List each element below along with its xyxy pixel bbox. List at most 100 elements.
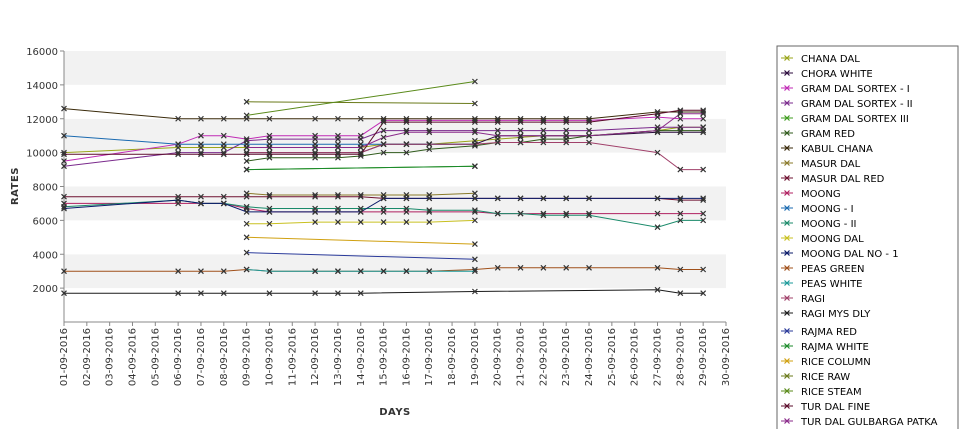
- data-point: [517, 139, 524, 146]
- legend-item: RAGI: [781, 294, 825, 305]
- legend-item: MASUR DAL: [781, 159, 861, 170]
- legend-label: CHORA WHITE: [801, 69, 873, 80]
- data-point: [175, 197, 182, 203]
- data-point: [471, 288, 478, 295]
- data-point: [471, 190, 478, 197]
- data-point: [700, 195, 707, 202]
- series-moong-dal-no-1: [61, 195, 707, 215]
- data-point: [312, 208, 319, 215]
- x-tick-label: 16-09-2016: [401, 328, 412, 386]
- legend-marker: [784, 403, 790, 409]
- grid-band: [64, 288, 726, 322]
- series-rajma-white: [243, 163, 478, 173]
- data-point: [175, 151, 182, 158]
- legend-item: PEAS WHITE: [781, 279, 863, 290]
- data-point: [266, 220, 273, 227]
- data-point: [357, 219, 364, 225]
- grid-band: [64, 220, 726, 255]
- legend-marker: [784, 85, 790, 91]
- data-point: [517, 264, 524, 271]
- data-point: [61, 151, 67, 158]
- legend-label: TUR DAL FINE: [800, 402, 870, 413]
- data-point: [357, 115, 364, 122]
- data-point: [357, 144, 364, 151]
- data-point: [243, 144, 250, 151]
- data-point: [198, 115, 204, 122]
- legend-marker: [784, 190, 790, 196]
- data-point: [677, 266, 684, 273]
- data-point: [266, 151, 273, 158]
- x-tick-label: 27-09-2016: [653, 328, 664, 386]
- data-point: [266, 290, 273, 297]
- legend-item: GRAM DAL SORTEX III: [781, 114, 909, 125]
- grid-band: [64, 51, 726, 85]
- x-tick-label: 23-09-2016: [561, 328, 572, 386]
- y-tick-label: 6000: [33, 216, 58, 227]
- data-point: [380, 119, 387, 126]
- x-tick-label: 14-09-2016: [356, 328, 367, 386]
- data-point: [220, 268, 227, 275]
- data-point: [654, 127, 661, 134]
- legend-marker: [784, 145, 790, 151]
- legend-label: GRAM RED: [801, 129, 855, 140]
- y-tick-label: 4000: [33, 250, 58, 261]
- legend-marker: [784, 295, 790, 301]
- legend-item: GRAM RED: [781, 129, 855, 140]
- data-point: [677, 115, 684, 122]
- legend-label: RICE STEAM: [801, 387, 862, 398]
- data-point: [357, 151, 364, 158]
- data-point: [700, 127, 707, 134]
- legend-marker: [784, 205, 790, 211]
- data-point: [312, 136, 319, 142]
- data-point: [654, 149, 661, 156]
- data-point: [494, 119, 501, 126]
- x-tick-label: 05-09-2016: [150, 328, 161, 386]
- data-point: [403, 129, 410, 136]
- x-tick-label: 20-09-2016: [493, 328, 504, 386]
- series-line: [246, 81, 475, 116]
- legend-label: RAJMA WHITE: [801, 342, 869, 353]
- data-point: [403, 205, 410, 212]
- data-point: [540, 139, 547, 146]
- legend-marker: [784, 220, 790, 226]
- legend-item: RAGI MYS DLY: [781, 309, 871, 320]
- legend-label: RICE RAW: [801, 372, 850, 383]
- y-axis-title: RATES: [10, 167, 21, 205]
- series-moong-dal: [243, 217, 478, 227]
- data-point: [198, 193, 204, 200]
- series-moong-ii: [61, 197, 707, 231]
- legend-label: MOONG DAL: [801, 234, 864, 245]
- data-point: [220, 115, 227, 122]
- data-point: [471, 78, 478, 85]
- data-point: [586, 119, 592, 126]
- data-point: [563, 195, 570, 202]
- legend-item: MOONG: [781, 189, 841, 200]
- data-point: [471, 163, 478, 170]
- data-point: [61, 132, 67, 139]
- legend-marker: [784, 175, 790, 181]
- legend-label: RAGI: [801, 294, 825, 305]
- data-point: [312, 115, 319, 122]
- data-point: [426, 129, 433, 136]
- data-point: [700, 217, 707, 224]
- legend-item: GRAM DAL SORTEX - I: [781, 84, 910, 95]
- data-point: [243, 220, 250, 227]
- data-point: [335, 115, 341, 122]
- data-point: [380, 141, 387, 148]
- legend-marker: [784, 160, 790, 166]
- data-point: [563, 139, 570, 146]
- grid-band: [64, 152, 726, 187]
- data-point: [61, 163, 67, 170]
- data-point: [243, 249, 250, 256]
- x-tick-label: 10-09-2016: [264, 328, 275, 386]
- legend-marker: [784, 250, 790, 256]
- legend-item: TUR DAL FINE: [781, 402, 870, 413]
- legend-marker: [784, 70, 790, 76]
- data-point: [175, 141, 182, 148]
- legend-label: MOONG: [801, 189, 841, 200]
- data-point: [471, 141, 478, 148]
- legend-item: MOONG DAL: [781, 234, 864, 245]
- data-point: [471, 129, 478, 136]
- data-point: [517, 195, 524, 202]
- data-point: [198, 132, 204, 139]
